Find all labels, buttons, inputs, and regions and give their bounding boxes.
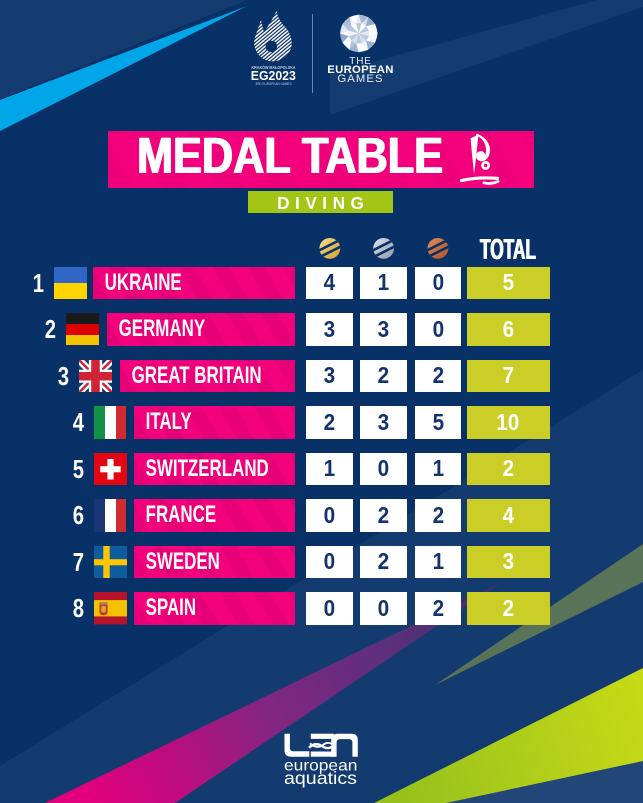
svg-text:EG2023: EG2023	[251, 68, 296, 83]
svg-text:aquatics: aquatics	[284, 768, 357, 788]
svg-text:THE: THE	[349, 56, 371, 67]
svg-text:EUROPEAN: EUROPEAN	[328, 64, 394, 76]
svg-text:european: european	[284, 757, 357, 774]
svg-text:GAMES: GAMES	[337, 73, 383, 85]
svg-text:KRAKÓW MAŁOPOLSKA: KRAKÓW MAŁOPOLSKA	[252, 63, 297, 70]
svg-text:3RD EUROPEAN GAMES: 3RD EUROPEAN GAMES	[256, 82, 292, 86]
